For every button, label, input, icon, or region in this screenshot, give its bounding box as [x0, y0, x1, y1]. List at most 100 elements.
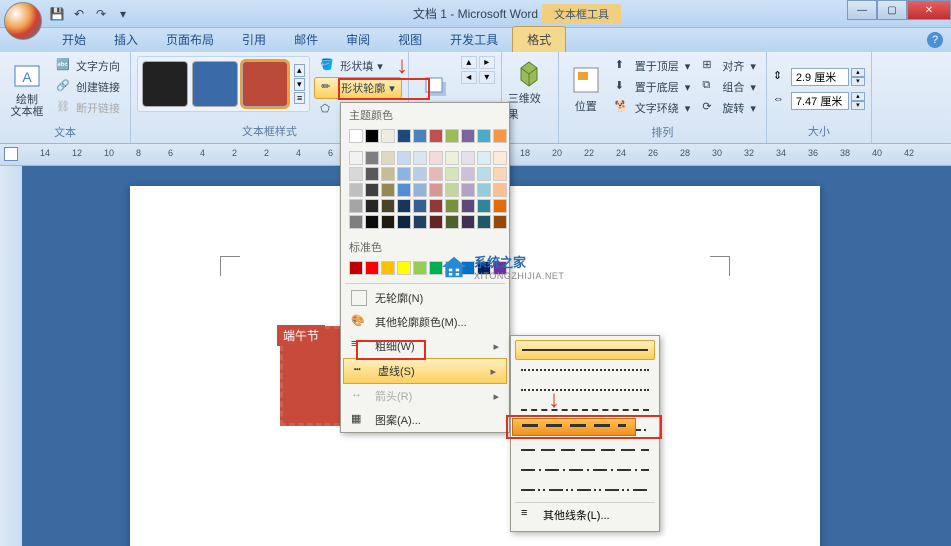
- color-swatch[interactable]: [429, 261, 443, 275]
- tab-view[interactable]: 视图: [384, 27, 436, 52]
- redo-icon[interactable]: ↷: [92, 5, 110, 23]
- shape-outline-button[interactable]: ✏形状轮廓▾: [314, 77, 402, 99]
- text-wrap-button[interactable]: 🐕文字环绕▾: [611, 98, 695, 118]
- dash-style-round-dot[interactable]: [515, 360, 655, 380]
- color-swatch[interactable]: [365, 199, 379, 213]
- text-direction-button[interactable]: 🔤文字方向: [52, 56, 124, 76]
- color-swatch[interactable]: [365, 151, 379, 165]
- color-swatch[interactable]: [397, 167, 411, 181]
- color-swatch[interactable]: [445, 215, 459, 229]
- color-swatch[interactable]: [365, 261, 379, 275]
- 3d-effects-button[interactable]: 三维效果: [508, 56, 550, 122]
- dash-style-solid[interactable]: [515, 340, 655, 360]
- color-swatch[interactable]: [477, 151, 491, 165]
- weight-item[interactable]: ≡粗细(W)▸: [341, 334, 509, 358]
- draw-textbox-button[interactable]: A 绘制 文本框: [6, 56, 48, 122]
- color-swatch[interactable]: [461, 183, 475, 197]
- tab-layout[interactable]: 页面布局: [152, 27, 228, 52]
- position-button[interactable]: 位置: [565, 56, 607, 122]
- color-swatch[interactable]: [493, 261, 507, 275]
- color-swatch[interactable]: [429, 151, 443, 165]
- close-button[interactable]: ✕: [907, 0, 951, 20]
- color-swatch[interactable]: [477, 129, 491, 143]
- color-swatch[interactable]: [429, 199, 443, 213]
- group-button[interactable]: ⧉组合▾: [698, 77, 760, 97]
- color-swatch[interactable]: [445, 167, 459, 181]
- color-swatch[interactable]: [397, 199, 411, 213]
- color-swatch[interactable]: [493, 129, 507, 143]
- color-swatch[interactable]: [413, 151, 427, 165]
- office-button[interactable]: [4, 2, 42, 40]
- color-swatch[interactable]: [381, 183, 395, 197]
- undo-icon[interactable]: ↶: [70, 5, 88, 23]
- dash-style-dash[interactable]: [515, 400, 655, 420]
- tab-home[interactable]: 开始: [48, 27, 100, 52]
- dash-style-square-dot[interactable]: [515, 380, 655, 400]
- more-colors-item[interactable]: 🎨其他轮廓颜色(M)...: [341, 310, 509, 334]
- height-spinbox[interactable]: ⇕ ▴▾: [773, 68, 865, 86]
- color-swatch[interactable]: [477, 199, 491, 213]
- color-swatch[interactable]: [445, 183, 459, 197]
- color-swatch[interactable]: [493, 183, 507, 197]
- color-swatch[interactable]: [429, 129, 443, 143]
- dash-style-long-dash-dot-dot[interactable]: [515, 480, 655, 500]
- no-outline-item[interactable]: 无轮廓(N): [341, 286, 509, 310]
- color-swatch[interactable]: [493, 215, 507, 229]
- bring-front-button[interactable]: ⬆置于顶层▾: [611, 56, 695, 76]
- color-swatch[interactable]: [413, 183, 427, 197]
- dash-style-long-dash-dot[interactable]: [515, 460, 655, 480]
- qat-dropdown-icon[interactable]: ▾: [114, 5, 132, 23]
- break-link-button[interactable]: ⛓断开链接: [52, 98, 124, 118]
- gallery-up-icon[interactable]: ▴: [294, 64, 305, 77]
- spin-up-icon[interactable]: ▴: [851, 92, 865, 101]
- width-spinbox[interactable]: ⇔ ▴▾: [773, 92, 865, 110]
- shadow-nudge-up-icon[interactable]: ▴: [461, 56, 477, 69]
- color-swatch[interactable]: [445, 199, 459, 213]
- color-swatch[interactable]: [365, 215, 379, 229]
- color-swatch[interactable]: [349, 183, 363, 197]
- tab-insert[interactable]: 插入: [100, 27, 152, 52]
- color-swatch[interactable]: [493, 167, 507, 181]
- style-swatch-2[interactable]: [192, 61, 238, 107]
- align-button[interactable]: ⊞对齐▾: [698, 56, 760, 76]
- color-swatch[interactable]: [429, 167, 443, 181]
- color-swatch[interactable]: [381, 129, 395, 143]
- gallery-down-icon[interactable]: ▾: [294, 78, 305, 91]
- dashes-item[interactable]: ┅虚线(S)▸: [343, 358, 507, 384]
- color-swatch[interactable]: [413, 129, 427, 143]
- color-swatch[interactable]: [445, 129, 459, 143]
- spin-down-icon[interactable]: ▾: [851, 77, 865, 86]
- color-swatch[interactable]: [381, 151, 395, 165]
- color-swatch[interactable]: [445, 151, 459, 165]
- color-swatch[interactable]: [461, 261, 475, 275]
- color-swatch[interactable]: [493, 199, 507, 213]
- color-swatch[interactable]: [461, 215, 475, 229]
- tab-format[interactable]: 格式: [512, 26, 566, 52]
- spin-down-icon[interactable]: ▾: [851, 101, 865, 110]
- height-input[interactable]: [791, 68, 849, 86]
- shadow-nudge-right-icon[interactable]: ▸: [479, 56, 495, 69]
- maximize-button[interactable]: ▢: [877, 0, 907, 20]
- shape-fill-button[interactable]: 🪣形状填▾: [314, 56, 402, 76]
- color-swatch[interactable]: [413, 167, 427, 181]
- color-swatch[interactable]: [397, 183, 411, 197]
- tab-mailings[interactable]: 邮件: [280, 27, 332, 52]
- pattern-item[interactable]: ▦图案(A)...: [341, 408, 509, 432]
- help-icon[interactable]: ?: [927, 32, 943, 48]
- ruler-toggle-icon[interactable]: [4, 147, 18, 161]
- color-swatch[interactable]: [365, 167, 379, 181]
- color-swatch[interactable]: [429, 183, 443, 197]
- width-input[interactable]: [791, 92, 849, 110]
- color-swatch[interactable]: [349, 151, 363, 165]
- color-swatch[interactable]: [349, 167, 363, 181]
- dash-style-dash-dot[interactable]: [515, 420, 655, 440]
- color-swatch[interactable]: [477, 183, 491, 197]
- color-swatch[interactable]: [445, 261, 459, 275]
- color-swatch[interactable]: [493, 151, 507, 165]
- color-swatch[interactable]: [429, 215, 443, 229]
- tab-references[interactable]: 引用: [228, 27, 280, 52]
- color-swatch[interactable]: [381, 199, 395, 213]
- color-swatch[interactable]: [461, 199, 475, 213]
- color-swatch[interactable]: [365, 183, 379, 197]
- color-swatch[interactable]: [477, 215, 491, 229]
